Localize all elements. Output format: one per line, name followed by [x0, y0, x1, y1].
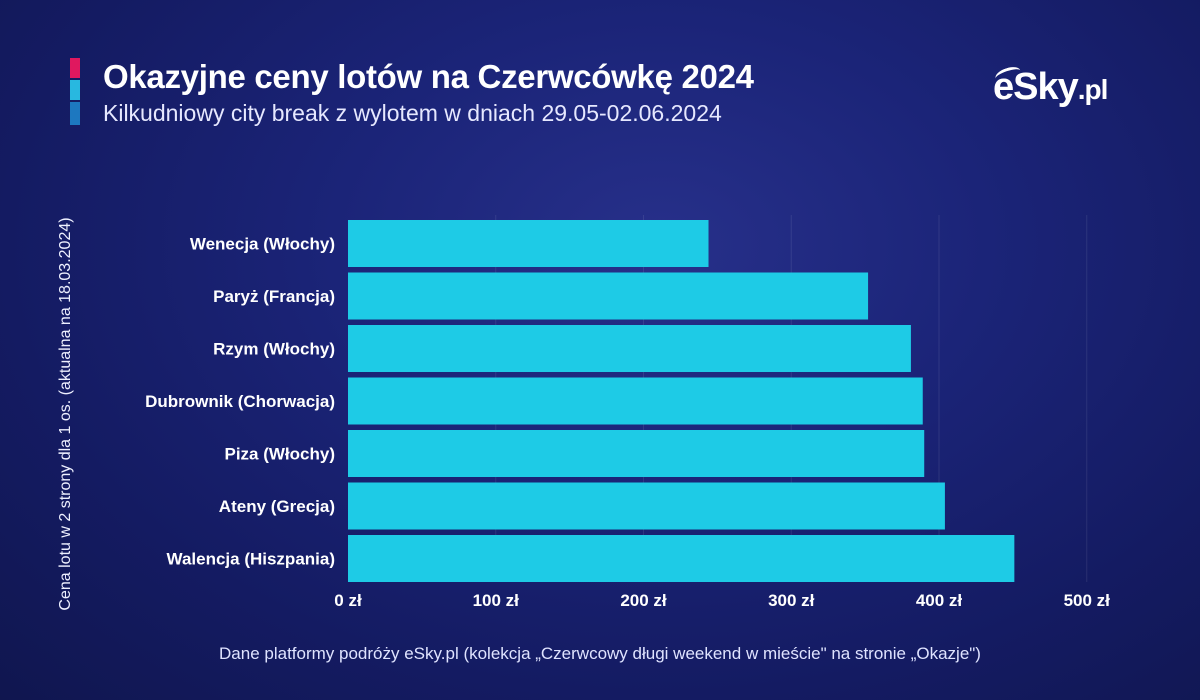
category-label: Piza (Włochy): [224, 445, 335, 464]
bar: [348, 272, 869, 320]
bar: [348, 377, 923, 425]
bar: [348, 220, 709, 267]
bar: [348, 482, 945, 530]
x-tick-label: 400 zł: [916, 591, 963, 610]
title-accent-blue: [70, 102, 80, 125]
category-label: Rzym (Włochy): [213, 340, 335, 359]
bar: [348, 325, 911, 372]
x-tick-label: 100 zł: [473, 591, 520, 610]
x-tick-label: 500 zł: [1064, 591, 1111, 610]
category-label: Wenecja (Włochy): [190, 235, 335, 254]
category-label: Paryż (Francja): [213, 287, 335, 306]
x-tick-label: 300 zł: [768, 591, 815, 610]
title-accent-cyan: [70, 80, 80, 100]
logo-tld: .pl: [1077, 74, 1109, 105]
category-label: Walencja (Hiszpania): [167, 550, 335, 569]
category-label: Ateny (Grecja): [219, 497, 335, 516]
chart-title: Okazyjne ceny lotów na Czerwcówkę 2024: [103, 58, 754, 95]
x-tick-label: 200 zł: [620, 591, 667, 610]
bar: [348, 535, 1015, 582]
chart-subtitle: Kilkudniowy city break z wylotem w dniac…: [103, 100, 722, 126]
x-tick-label: 0 zł: [334, 591, 362, 610]
title-accent-pink: [70, 58, 80, 78]
esky-logo: eSky.pl: [993, 64, 1109, 109]
source-note: Dane platformy podróży eSky.pl (kolekcja…: [219, 644, 981, 663]
category-label: Dubrownik (Chorwacja): [145, 392, 335, 411]
bar: [348, 430, 925, 477]
logo-brand: eSky: [993, 66, 1079, 108]
